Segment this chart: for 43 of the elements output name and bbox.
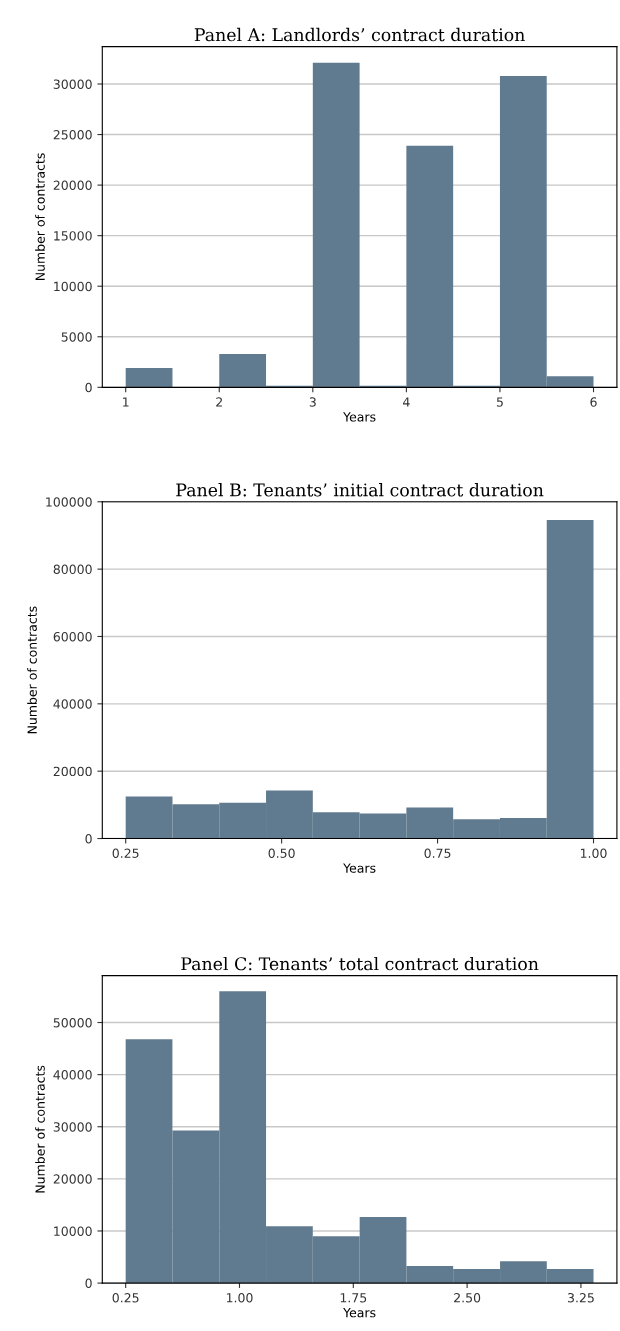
x-tick-label: 1.75 bbox=[340, 1293, 367, 1303]
y-axis-title: Number of contracts bbox=[27, 606, 37, 734]
y-axis-title: Number of contracts bbox=[35, 153, 45, 281]
y-tick-label: 15000 bbox=[54, 231, 92, 241]
y-tick-label: 0 bbox=[85, 1278, 92, 1289]
x-tick-label: 0.25 bbox=[112, 848, 139, 858]
chart-title: Panel A: Landlords’ contract duration bbox=[194, 27, 525, 42]
y-tick-label: 20000 bbox=[53, 1174, 92, 1184]
x-tick-label: 2 bbox=[216, 397, 222, 407]
x-tick-label: 4 bbox=[403, 397, 410, 407]
x-tick-label: 1.00 bbox=[226, 1293, 253, 1303]
x-tick-label: 3 bbox=[309, 397, 316, 407]
y-tick-label: 100000 bbox=[46, 497, 92, 507]
x-tick-label: 0.50 bbox=[268, 848, 295, 858]
y-tick-label: 50000 bbox=[53, 1018, 92, 1028]
x-axis-title: Years bbox=[343, 412, 376, 422]
y-tick-label: 0 bbox=[85, 834, 92, 844]
y-tick-label: 5000 bbox=[61, 332, 92, 342]
x-axis-title: Years bbox=[343, 863, 376, 873]
y-tick-label: 10000 bbox=[54, 281, 92, 292]
y-tick-label: 30000 bbox=[53, 1122, 92, 1132]
y-tick-label: 40000 bbox=[53, 699, 92, 709]
x-tick-label: 3.25 bbox=[567, 1293, 594, 1303]
y-tick-label: 20000 bbox=[53, 180, 92, 191]
y-tick-label: 40000 bbox=[53, 1070, 92, 1080]
y-tick-label: 80000 bbox=[53, 564, 92, 575]
chart-title: Panel B: Tenants’ initial contract duration bbox=[176, 483, 544, 497]
x-tick-label: 0.25 bbox=[112, 1293, 139, 1303]
x-tick-label: 1.00 bbox=[580, 848, 607, 858]
x-tick-label: 1 bbox=[123, 397, 129, 407]
x-tick-label: 0.75 bbox=[424, 848, 451, 858]
x-tick-label: 2.50 bbox=[454, 1293, 481, 1303]
y-tick-label: 0 bbox=[85, 382, 92, 393]
x-axis-title: Years bbox=[343, 1308, 376, 1318]
x-tick-label: 6 bbox=[590, 397, 597, 407]
y-tick-label: 10000 bbox=[54, 1226, 92, 1236]
y-tick-label: 30000 bbox=[53, 79, 92, 89]
y-tick-label: 25000 bbox=[53, 130, 92, 140]
y-tick-label: 20000 bbox=[53, 766, 92, 777]
y-axis-title: Number of contracts bbox=[35, 1065, 45, 1193]
chart-title: Panel C: Tenants’ total contract duration bbox=[181, 956, 539, 971]
y-tick-label: 60000 bbox=[53, 631, 92, 642]
x-tick-label: 5 bbox=[496, 397, 503, 407]
